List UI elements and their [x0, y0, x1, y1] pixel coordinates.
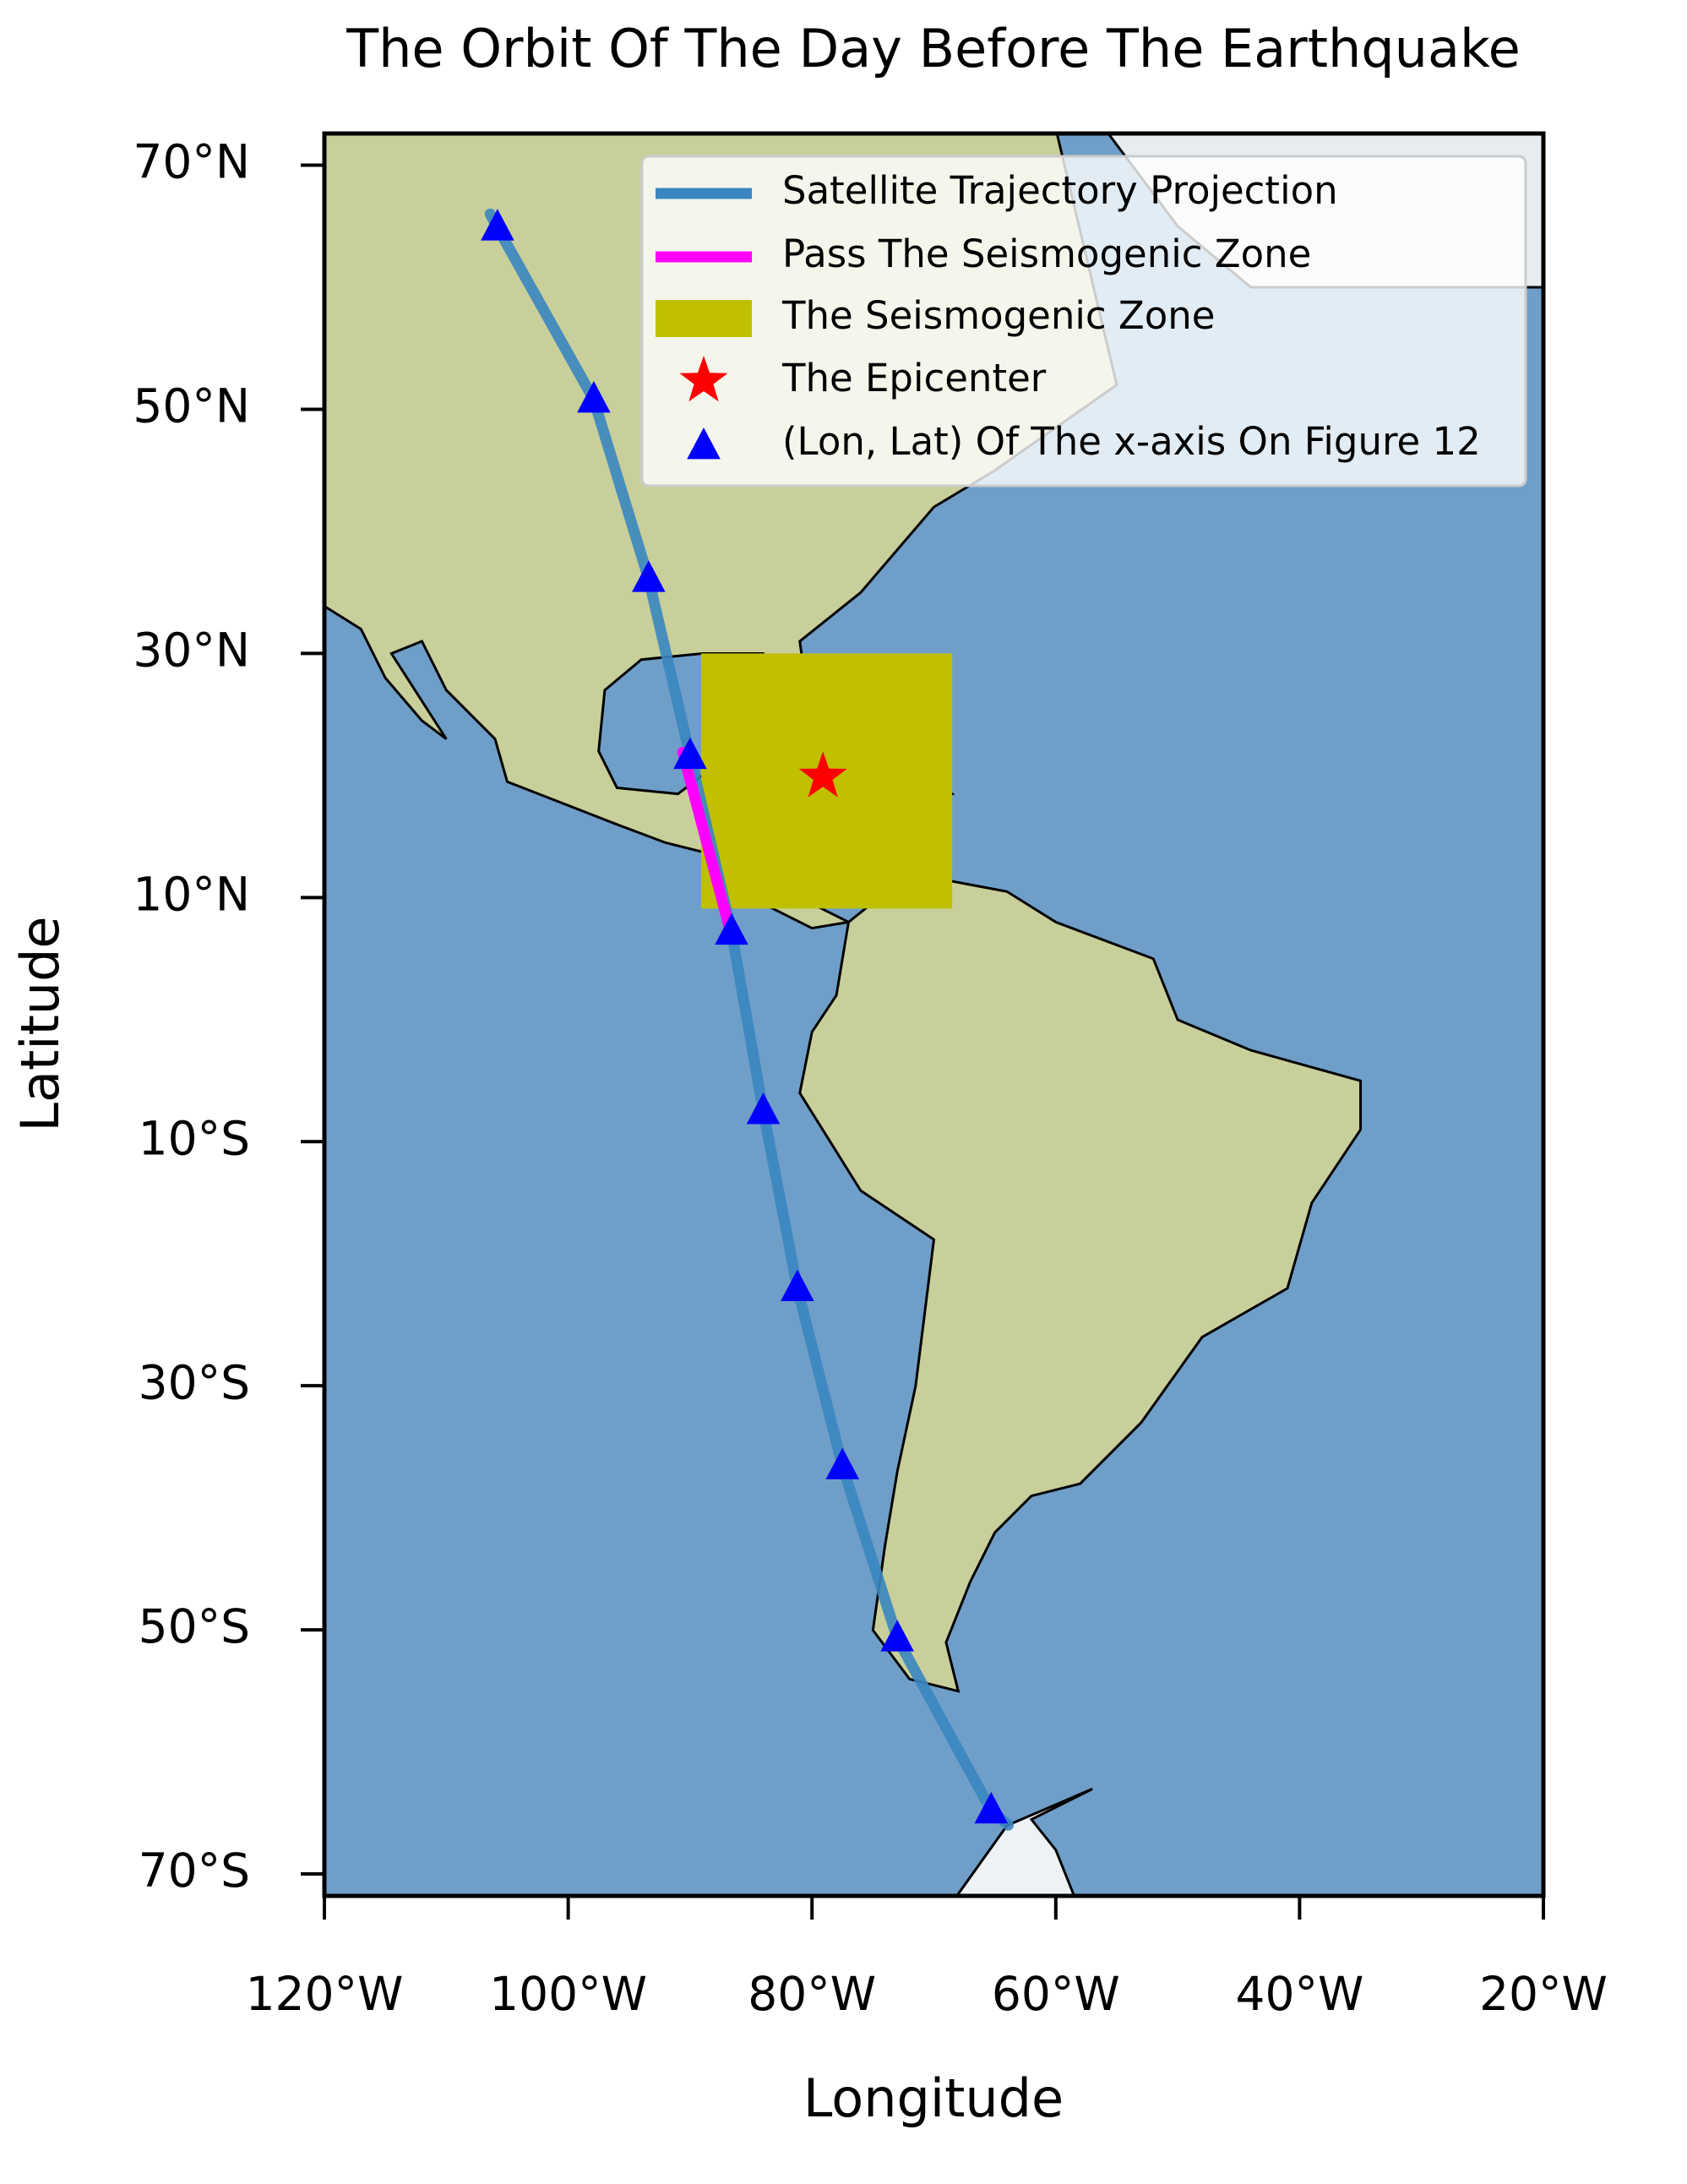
legend-swatch [687, 428, 721, 460]
x-tick-label: 100°W [489, 1967, 647, 2021]
y-axis-label: Latitude [9, 916, 71, 1131]
x-tick-label: 120°W [246, 1967, 404, 2021]
legend-swatch [679, 356, 728, 402]
legend-label: Satellite Trajectory Projection [782, 168, 1338, 213]
plot-marks [481, 208, 1015, 1831]
trajectory-line [677, 746, 735, 933]
legend-label: Pass The Seismogenic Zone [782, 231, 1311, 276]
triangle-marker [481, 209, 514, 241]
triangle-marker [880, 1620, 915, 1652]
y-tick-label: 30°S [139, 1355, 250, 1409]
y-tick-label: 30°N [133, 624, 250, 678]
trajectory-line [484, 208, 1015, 1831]
triangle-marker [974, 1791, 1009, 1824]
x-tick-label: 40°W [1235, 1967, 1363, 2021]
triangle-marker [746, 1092, 781, 1125]
y-tick-label: 70°S [139, 1844, 250, 1898]
legend-box [640, 155, 1527, 487]
epicenter-marker [798, 751, 847, 798]
x-tick-label: 60°W [992, 1967, 1120, 2021]
y-tick-label: 50°N [133, 379, 250, 433]
triangle-marker [825, 1447, 860, 1479]
x-tick-label: 80°W [748, 1967, 876, 2021]
triangle-marker [673, 737, 707, 770]
y-tick-label: 10°N [133, 867, 250, 921]
legend-swatch [656, 300, 752, 337]
y-tick-label: 70°N [133, 135, 250, 189]
legend-label: (Lon, Lat) Of The x-axis On Figure 12 [782, 419, 1481, 464]
triangle-marker [715, 912, 748, 945]
south-america [800, 874, 1361, 1691]
legend: Satellite Trajectory Projection Pass The … [656, 168, 1481, 464]
y-tick-label: 50°S [139, 1599, 250, 1653]
chart-title: The Orbit Of The Day Before The Earthqua… [346, 18, 1521, 79]
legend-label: The Epicenter [781, 356, 1047, 400]
y-tick-label: 10°S [139, 1111, 250, 1165]
x-axis-label: Longitude [803, 2067, 1064, 2129]
triangle-marker [632, 560, 666, 592]
triangle-marker [781, 1269, 814, 1301]
plot-frame [322, 131, 1546, 1898]
triangle-marker [577, 380, 611, 413]
x-tick-label: 20°W [1479, 1967, 1608, 2021]
legend-label: The Seismogenic Zone [781, 293, 1215, 338]
